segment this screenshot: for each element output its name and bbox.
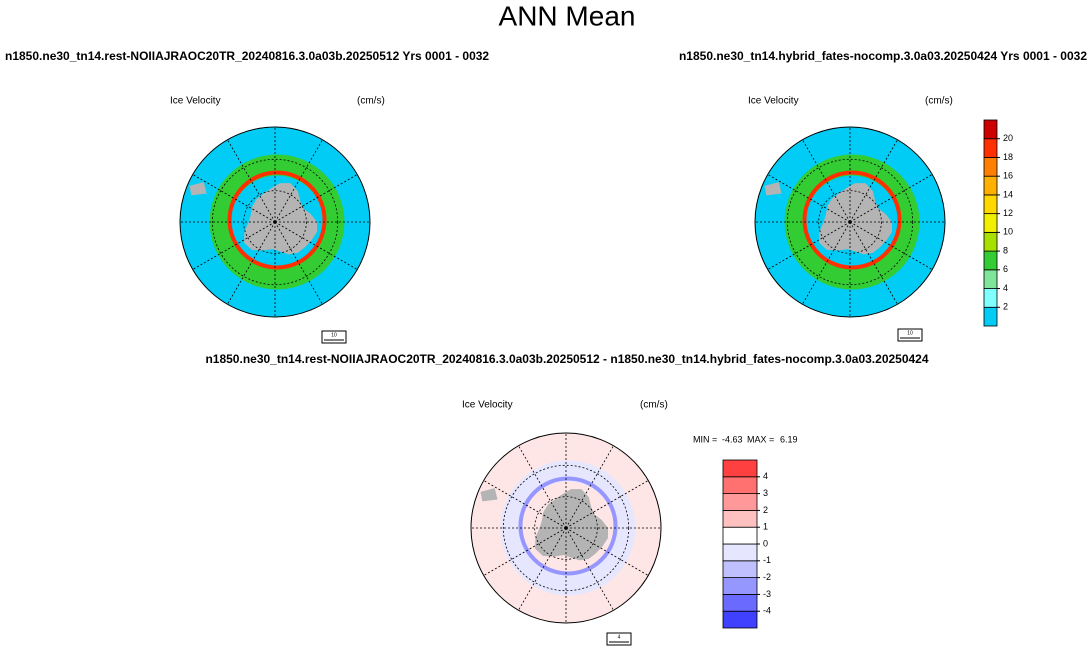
colorbar-box bbox=[983, 194, 998, 215]
colorbar-label: 12 bbox=[1003, 208, 1013, 218]
colorbar-label: 10 bbox=[1003, 227, 1013, 237]
title: ANN Mean bbox=[499, 0, 636, 31]
colorbar-box bbox=[983, 213, 998, 233]
sea-ice-band bbox=[784, 154, 920, 290]
colorbar-box bbox=[722, 509, 758, 528]
colorbar-box bbox=[983, 119, 998, 140]
antarctica bbox=[819, 183, 892, 255]
colorbar-box bbox=[722, 543, 758, 562]
stat-value: -4.63 bbox=[722, 434, 743, 444]
antarctica bbox=[535, 489, 608, 561]
colorbar-box bbox=[722, 594, 758, 612]
sea-ice-edge bbox=[518, 476, 618, 576]
variable-label: Ice Velocity bbox=[748, 96, 799, 107]
colorbar-box bbox=[983, 250, 998, 271]
colorbar-box bbox=[983, 157, 998, 177]
vector-ref-label: 10 bbox=[331, 332, 337, 338]
colorbar-label: 2 bbox=[1003, 302, 1008, 312]
latitude-line bbox=[786, 158, 914, 286]
panel-subtitle: n1850.ne30_tn14.hybrid_fates-nocomp.3.0a… bbox=[679, 49, 1087, 63]
south-america bbox=[764, 182, 782, 196]
sea-ice-edge bbox=[802, 170, 902, 270]
colorbar-label: 18 bbox=[1003, 152, 1013, 162]
colorbar-label: 0 bbox=[763, 538, 768, 548]
colorbar-label: 2 bbox=[763, 505, 768, 515]
vector-ref-label: 10 bbox=[907, 330, 913, 336]
colorbar-box bbox=[722, 560, 758, 578]
colorbar-box bbox=[983, 231, 998, 252]
colorbar-box bbox=[722, 610, 758, 629]
colorbar-label: 1 bbox=[763, 522, 768, 532]
colorbar-label: 16 bbox=[1003, 171, 1013, 181]
colorbar-label: -2 bbox=[763, 572, 771, 582]
sea-ice-band bbox=[209, 154, 345, 290]
units-label: (cm/s) bbox=[357, 96, 385, 107]
sea-ice-band bbox=[500, 460, 636, 596]
colorbar-label: 8 bbox=[1003, 245, 1008, 255]
latitude-line bbox=[534, 496, 598, 560]
colorbar-label: 4 bbox=[763, 471, 768, 481]
colorbar-box bbox=[722, 493, 758, 511]
variable-label: Ice Velocity bbox=[170, 96, 221, 107]
panel-subtitle: n1850.ne30_tn14.rest-NOIIAJRAOC20TR_2024… bbox=[5, 49, 489, 63]
latitude-line bbox=[502, 464, 630, 592]
latitude-line bbox=[818, 190, 882, 254]
colorbar-label: 6 bbox=[1003, 264, 1008, 274]
south-america bbox=[480, 488, 498, 502]
colorbar-label: 4 bbox=[1003, 283, 1008, 293]
colorbar-box bbox=[722, 526, 758, 545]
panel-subtitle: n1850.ne30_tn14.rest-NOIIAJRAOC20TR_2024… bbox=[205, 352, 928, 366]
colorbar-box bbox=[983, 138, 998, 158]
south-america bbox=[189, 182, 207, 196]
antarctica bbox=[244, 183, 318, 255]
vector-ref-label: 4 bbox=[618, 634, 621, 640]
sea-ice-edge bbox=[227, 170, 327, 270]
colorbar-box bbox=[983, 306, 998, 327]
stat-value: 6.19 bbox=[780, 434, 798, 444]
colorbar-box bbox=[983, 175, 998, 196]
colorbar-box bbox=[983, 269, 998, 289]
stat-label: MAX = bbox=[747, 434, 774, 444]
latitude-line bbox=[243, 190, 307, 254]
colorbar-label: -3 bbox=[763, 589, 771, 599]
colorbar-label: 3 bbox=[763, 488, 768, 498]
colorbar-label: -1 bbox=[763, 555, 771, 565]
colorbar-box bbox=[722, 476, 758, 494]
stat-label: MIN = bbox=[693, 434, 717, 444]
colorbar-label: 20 bbox=[1003, 133, 1013, 143]
variable-label: Ice Velocity bbox=[462, 400, 513, 411]
colorbar-label: 14 bbox=[1003, 189, 1013, 199]
units-label: (cm/s) bbox=[925, 96, 953, 107]
units-label: (cm/s) bbox=[640, 400, 668, 411]
colorbar-box bbox=[722, 459, 758, 478]
colorbar-label: -4 bbox=[763, 606, 771, 616]
latitude-line bbox=[211, 158, 339, 286]
colorbar-box bbox=[722, 577, 758, 595]
colorbar-box bbox=[983, 288, 998, 308]
